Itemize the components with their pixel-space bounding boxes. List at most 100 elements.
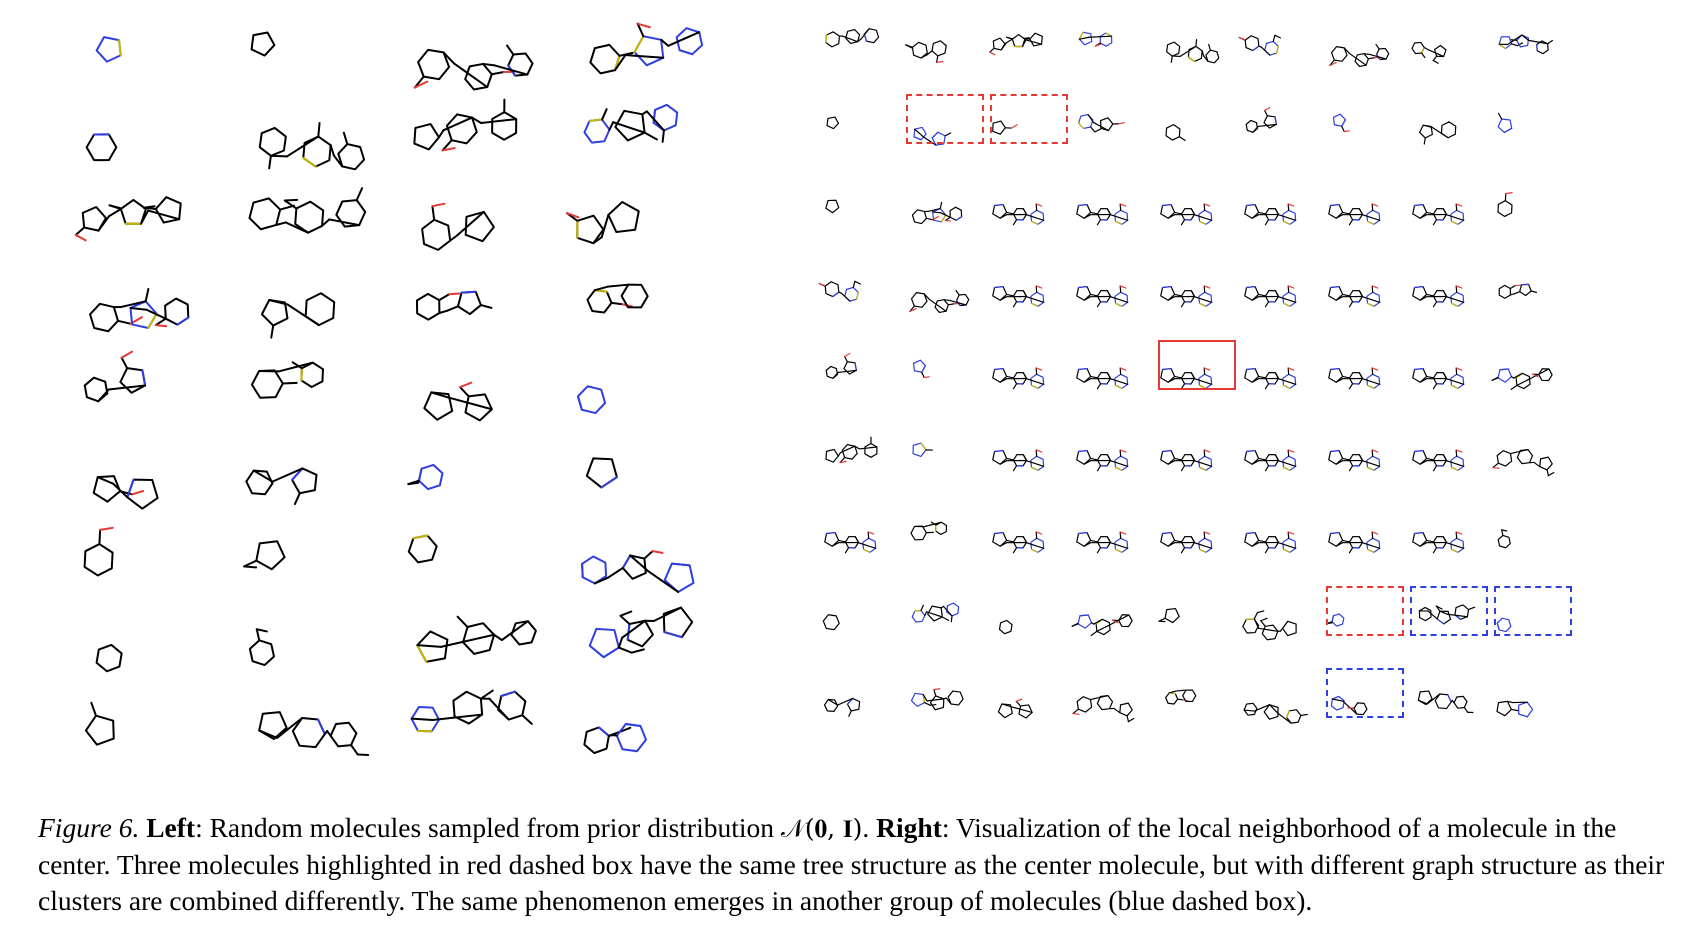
bond bbox=[1112, 619, 1119, 624]
bond bbox=[993, 203, 1004, 207]
bond bbox=[1455, 531, 1463, 535]
bond bbox=[843, 352, 851, 358]
bond bbox=[1092, 121, 1110, 132]
bond bbox=[350, 744, 359, 756]
neighbor-molecule bbox=[1491, 346, 1576, 402]
molecule-drawing bbox=[588, 606, 694, 659]
bond bbox=[1501, 529, 1508, 532]
molecule-drawing bbox=[822, 614, 840, 631]
sampled-molecule bbox=[565, 688, 750, 776]
neighbor-molecule bbox=[820, 346, 904, 402]
bond bbox=[839, 445, 856, 454]
molecule-drawing bbox=[581, 550, 695, 593]
bond bbox=[1119, 449, 1122, 457]
bond bbox=[1450, 384, 1459, 389]
bond bbox=[1455, 449, 1463, 453]
bond bbox=[1203, 367, 1206, 375]
bond bbox=[1194, 378, 1213, 385]
ring-bond bbox=[464, 393, 493, 422]
bond bbox=[1335, 542, 1344, 547]
molecule-drawing bbox=[911, 602, 960, 623]
bond bbox=[1083, 460, 1092, 465]
bond bbox=[1083, 542, 1092, 547]
bond bbox=[925, 217, 934, 221]
bond bbox=[1203, 285, 1211, 289]
ring-bond bbox=[85, 133, 118, 162]
ring-bond bbox=[1165, 124, 1181, 141]
bond bbox=[921, 365, 927, 373]
molecule-drawing bbox=[407, 463, 444, 491]
bond bbox=[413, 75, 425, 89]
neighbor-molecule bbox=[1408, 592, 1492, 648]
neighbor-molecule bbox=[988, 510, 1072, 566]
bond bbox=[1106, 536, 1112, 544]
molecule-drawing bbox=[585, 457, 618, 489]
ring-bond bbox=[83, 543, 114, 577]
bond bbox=[923, 701, 931, 706]
molecule-drawing bbox=[992, 120, 1018, 135]
bond bbox=[614, 54, 627, 72]
bond bbox=[989, 51, 996, 56]
bond bbox=[928, 298, 947, 312]
bond bbox=[1110, 296, 1129, 303]
bond bbox=[1358, 290, 1364, 298]
molecule-drawing bbox=[421, 202, 495, 251]
molecule-drawing bbox=[1076, 449, 1129, 472]
bond bbox=[410, 717, 434, 722]
bond bbox=[1435, 605, 1443, 610]
bond bbox=[1203, 531, 1211, 535]
bond bbox=[275, 221, 287, 226]
molecule-drawing bbox=[825, 352, 857, 379]
bond bbox=[1331, 698, 1344, 702]
molecule-drawing bbox=[1497, 192, 1513, 218]
molecule-drawing bbox=[423, 381, 493, 422]
bond bbox=[1180, 547, 1186, 554]
bond bbox=[1375, 43, 1380, 50]
bond bbox=[270, 324, 275, 339]
bond bbox=[1492, 462, 1499, 469]
bond bbox=[955, 289, 960, 296]
bond bbox=[1516, 42, 1524, 47]
bond bbox=[441, 139, 453, 152]
neighbor-molecule bbox=[1156, 100, 1240, 156]
ring-bond bbox=[1539, 456, 1553, 471]
bond bbox=[1274, 454, 1280, 462]
ring-bond bbox=[250, 369, 284, 399]
bond bbox=[643, 131, 658, 141]
bond bbox=[1114, 302, 1123, 307]
bond bbox=[588, 118, 604, 122]
molecule-drawing bbox=[1244, 531, 1297, 554]
bond bbox=[1499, 368, 1509, 371]
ring-bond bbox=[1419, 124, 1433, 139]
bond bbox=[1264, 383, 1270, 390]
bond bbox=[154, 317, 167, 327]
neighbor-molecule bbox=[1240, 346, 1324, 402]
ring-bond bbox=[946, 602, 960, 617]
molecule-drawing bbox=[1417, 690, 1474, 714]
bond bbox=[99, 526, 114, 531]
bond bbox=[920, 604, 924, 612]
bond bbox=[1251, 542, 1260, 547]
bond bbox=[636, 22, 645, 38]
ring-bond bbox=[935, 521, 948, 536]
neighbor-molecule bbox=[904, 346, 988, 402]
molecule-drawing bbox=[250, 31, 276, 57]
bond bbox=[1510, 384, 1518, 390]
neighbor-molecule bbox=[1408, 264, 1492, 320]
neighbor-molecule bbox=[988, 18, 1072, 74]
bond bbox=[1450, 548, 1459, 553]
neighbor-molecule bbox=[904, 674, 988, 730]
bond bbox=[275, 717, 304, 739]
bond bbox=[646, 569, 680, 593]
bond bbox=[1187, 56, 1196, 63]
ring-bond bbox=[126, 478, 159, 510]
bond bbox=[1455, 285, 1458, 293]
ring-bond bbox=[1354, 53, 1369, 68]
molecule-drawing bbox=[909, 289, 970, 314]
bond bbox=[1077, 531, 1088, 535]
bond bbox=[670, 562, 691, 567]
molecule-drawing bbox=[825, 28, 880, 48]
bond bbox=[1253, 704, 1271, 712]
sampled-molecule bbox=[400, 688, 585, 776]
bond bbox=[1090, 293, 1098, 297]
